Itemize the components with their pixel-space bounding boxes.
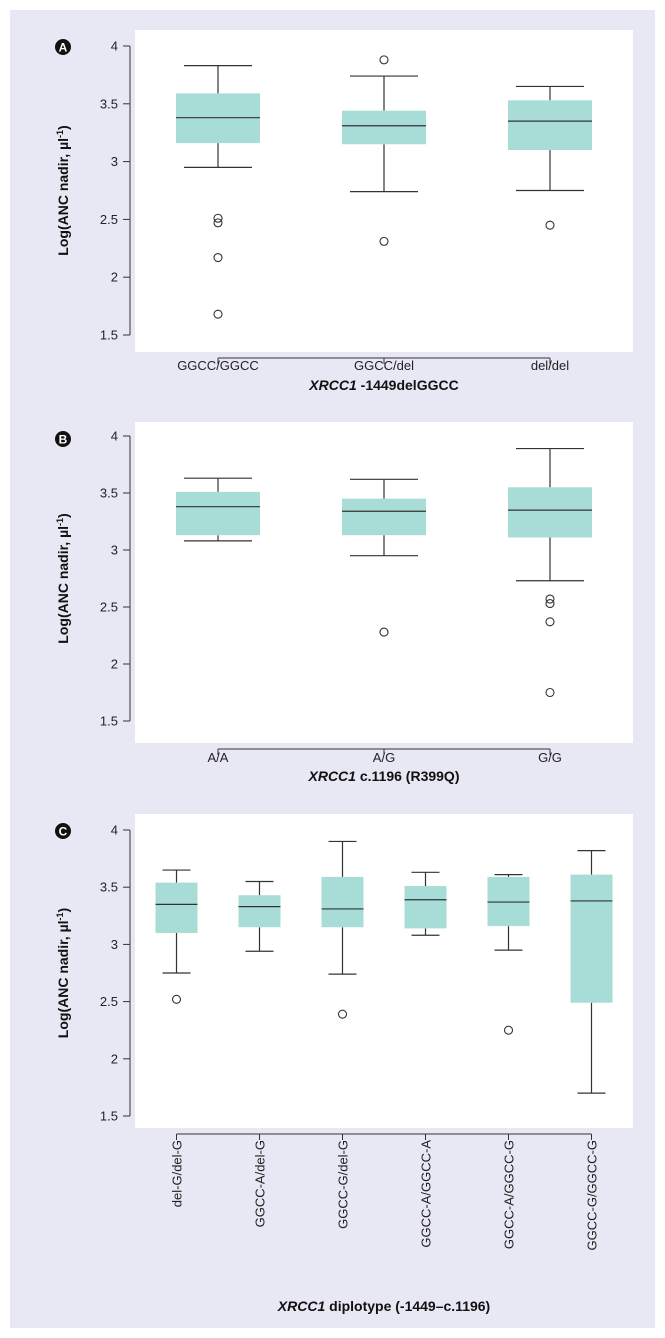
iqr-box <box>155 882 198 933</box>
box-2 <box>342 55 426 246</box>
iqr-box <box>570 874 613 1003</box>
outlier-point <box>545 617 555 627</box>
outlier-point <box>545 687 555 698</box>
box-5 <box>487 874 530 1035</box>
box-6 <box>570 849 613 1094</box>
y-tick-label: 3 <box>111 154 118 169</box>
box-1 <box>176 65 260 319</box>
box-2 <box>238 880 281 952</box>
y-tick-label: 3.5 <box>100 96 118 111</box>
x-tick-label: GGCC-A/GGCC-A <box>419 1140 434 1248</box>
outlier-point <box>213 309 223 319</box>
outlier-point <box>171 994 182 1004</box>
iqr-box <box>321 876 364 928</box>
x-tick-label: A/G <box>373 750 395 765</box>
y-tick-label: 2.5 <box>100 600 118 615</box>
outlier-point <box>337 1009 348 1019</box>
y-tick-label: 4 <box>111 39 118 54</box>
iqr-box <box>342 498 426 536</box>
panel-a: 1.5 2 2.5 3 3.5 4 Log(ANC nadir, µl-1) GGCC/GGC… <box>55 30 633 393</box>
x-tick-label: GGCC-A/GGCC-G <box>502 1140 517 1249</box>
outlier-point <box>213 213 223 223</box>
y-axis-label: Log(ANC nadir, µl-1) <box>55 908 71 1038</box>
x-axis-label: XRCC1 diplotype (-1449–c.1196) <box>277 1298 490 1314</box>
x-axis-label: XRCC1 -1449delGGCC <box>308 377 458 393</box>
iqr-box <box>238 895 281 928</box>
iqr-box <box>342 110 426 145</box>
y-axis-label: Log(ANC nadir, µl-1) <box>55 125 71 255</box>
box-3 <box>508 85 592 230</box>
x-tick-label: GGCC/GGCC <box>177 358 259 373</box>
box-1 <box>176 477 260 542</box>
box-3 <box>321 840 364 1019</box>
y-tick-label: 3.5 <box>100 486 118 501</box>
x-tick-label: GGCC-A/del-G <box>253 1140 268 1227</box>
panel-letter: A <box>59 41 68 55</box>
outlier-point <box>545 594 555 604</box>
outlier-point <box>379 236 389 246</box>
panel-letter-badge <box>55 39 71 55</box>
x-tick-label: GGCC-G/GGCC-G <box>585 1140 600 1251</box>
x-axis-label: XRCC1 c.1196 (R399Q) <box>308 768 460 784</box>
y-tick-label: 4 <box>111 429 118 444</box>
y-tick-label: 1.5 <box>100 714 118 729</box>
y-tick-label: 3 <box>111 543 118 558</box>
iqr-box <box>404 886 447 929</box>
box-plot-figure: 1.5 2 2.5 3 3.5 4 Log(ANC nadir, µl-1) GGCC/GGC… <box>55 30 633 1314</box>
plot-area <box>135 814 633 1128</box>
outlier-point <box>379 627 389 637</box>
x-tick-label: GGCC-G/del-G <box>336 1140 351 1229</box>
y-axis-label: Log(ANC nadir, µl-1) <box>55 513 71 643</box>
y-tick-label: 2 <box>111 1051 118 1066</box>
y-tick-label: 2 <box>111 270 118 285</box>
y-tick-label: 2.5 <box>100 994 118 1009</box>
iqr-box <box>508 100 592 151</box>
outlier-point <box>213 218 223 228</box>
y-tick-label: 1.5 <box>100 1109 118 1124</box>
iqr-box <box>176 491 260 536</box>
y-tick-label: 1.5 <box>100 328 118 343</box>
iqr-box <box>508 487 592 538</box>
box-1 <box>155 869 198 1004</box>
figure-background: 1.5 2 2.5 3 3.5 4 Log(ANC nadir, µl-1) GGCC/GGC… <box>10 10 655 1328</box>
outlier-point <box>503 1025 514 1035</box>
box-3 <box>508 447 592 698</box>
panel-c: 1.5 2 2.5 3 3.5 4 Log(ANC nadir, µl-1) del-G/de… <box>55 814 633 1314</box>
panel-letter: B <box>59 433 68 447</box>
panel-letter-badge <box>55 431 71 447</box>
y-tick-label: 4 <box>111 823 118 838</box>
x-tick-label: A/A <box>208 750 229 765</box>
outlier-point <box>379 55 389 65</box>
panel-b: 1.5 2 2.5 3 3.5 4 Log(ANC nadir, µl-1) A/A A/G G/… <box>55 422 633 784</box>
outlier-point <box>545 599 555 609</box>
y-tick-label: 2 <box>111 657 118 672</box>
y-tick-label: 2.5 <box>100 212 118 227</box>
outlier-point <box>213 252 223 263</box>
y-tick-label: 3.5 <box>100 880 118 895</box>
plot-area <box>135 422 633 743</box>
y-tick-label: 3 <box>111 937 118 952</box>
x-tick-label: GGCC/del <box>354 358 414 373</box>
x-tick-label: G/G <box>538 750 562 765</box>
panel-letter-badge <box>55 823 71 839</box>
outlier-point <box>545 220 555 230</box>
box-2 <box>342 478 426 637</box>
box-4 <box>404 871 447 936</box>
x-tick-label: del-G/del-G <box>170 1140 185 1207</box>
x-tick-label: del/del <box>531 358 569 373</box>
panel-letter: C <box>59 825 68 839</box>
